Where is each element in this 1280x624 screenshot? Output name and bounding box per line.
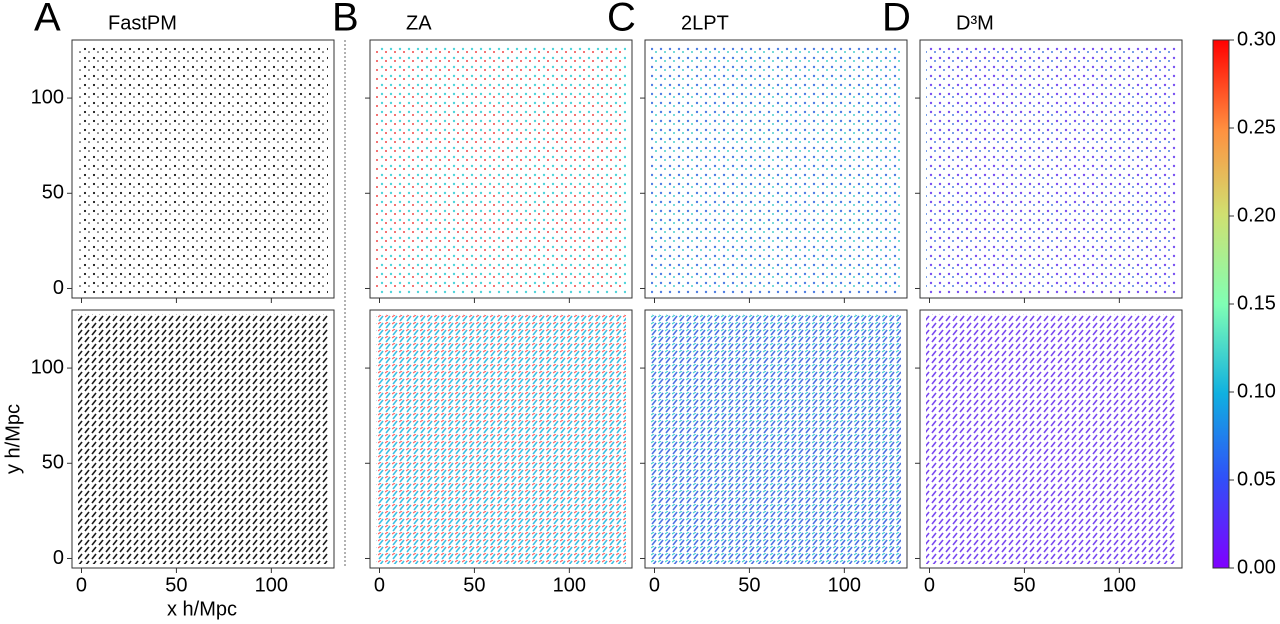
y-tick-label: 50: [42, 452, 64, 474]
x-tick-label: 100: [1103, 574, 1136, 596]
panel-title: FastPM: [108, 12, 177, 34]
x-tick-label: 0: [924, 574, 935, 596]
panel-title: ZA: [406, 12, 432, 34]
particle-field: [926, 314, 1176, 564]
x-tick-label: 0: [649, 574, 660, 596]
x-tick-label: 50: [738, 574, 760, 596]
colorbar-tick-label: 0.05: [1237, 468, 1276, 490]
x-tick-label: 100: [553, 574, 586, 596]
y-tick-label: 100: [31, 86, 64, 108]
colorbar-tick-label: 0.25: [1237, 116, 1276, 138]
panel-frame: [369, 39, 633, 299]
x-tick-label: 0: [374, 574, 385, 596]
y-tick-label: 50: [42, 182, 64, 204]
panel-frame: [644, 309, 908, 569]
colorbar-tick-label: 0.15: [1237, 292, 1276, 314]
colorbar-tick-label: 0.00: [1237, 556, 1276, 578]
x-tick-label: 50: [463, 574, 485, 596]
panel-letter: B: [332, 0, 359, 40]
panel-frame: [71, 39, 335, 299]
panel-frame: [369, 309, 633, 569]
colorbar: [1212, 39, 1230, 569]
panel-frame: [71, 309, 335, 569]
x-tick-label: 50: [1013, 574, 1035, 596]
particle-field: [78, 314, 328, 564]
particle-field: [651, 314, 901, 564]
x-tick-label: 100: [255, 574, 288, 596]
panel-frame: [919, 39, 1183, 299]
panel-frame: [919, 309, 1183, 569]
particle-field: [376, 314, 626, 564]
colorbar-tick-label: 0.10: [1237, 380, 1276, 402]
particle-field: [651, 44, 901, 294]
panel-letter: A: [34, 0, 61, 40]
panel-letter: D: [882, 0, 911, 40]
panel-letter: C: [607, 0, 636, 40]
y-tick-label: 0: [53, 277, 64, 299]
panel-frame: [644, 39, 908, 299]
x-tick-label: 50: [165, 574, 187, 596]
colorbar-tick-label: 0.30: [1237, 28, 1276, 50]
y-tick-label: 100: [31, 356, 64, 378]
y-tick-label: 0: [53, 547, 64, 569]
panel-title: 2LPT: [681, 12, 729, 34]
particle-field: [78, 44, 328, 294]
colorbar-tick-label: 0.20: [1237, 204, 1276, 226]
y-axis-label: y h/Mpc: [2, 404, 24, 474]
x-axis-label: x h/Mpc: [167, 598, 237, 620]
panel-title: D³M: [956, 12, 994, 34]
particle-field: [376, 44, 626, 294]
x-tick-label: 100: [828, 574, 861, 596]
x-tick-label: 0: [76, 574, 87, 596]
particle-field: [926, 44, 1176, 294]
